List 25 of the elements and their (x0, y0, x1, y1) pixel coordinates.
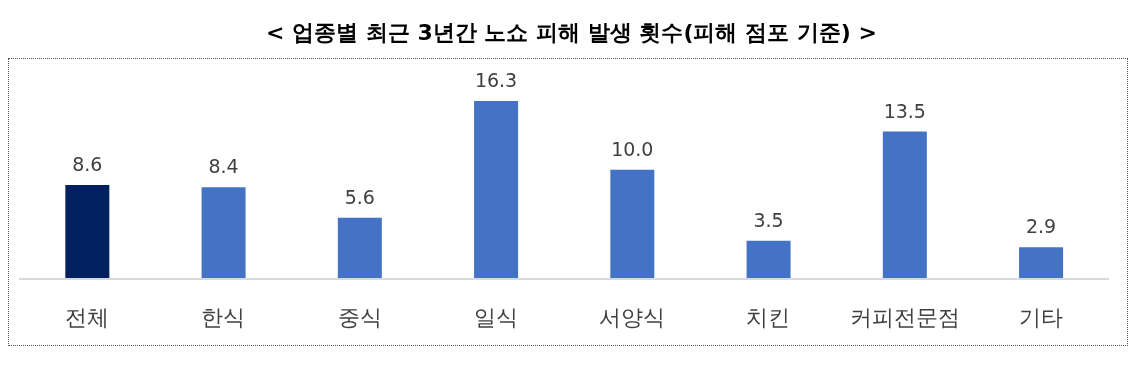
bar (65, 185, 110, 279)
x-tick-label: 전체 (65, 304, 110, 330)
x-tick-label: 일식 (473, 304, 518, 330)
x-tick-label: 치킨 (746, 304, 791, 330)
x-tick-label: 서양식 (599, 304, 666, 330)
bar (201, 187, 246, 279)
data-label: 2.9 (1025, 215, 1057, 238)
data-label: 16.3 (474, 69, 518, 91)
data-label: 13.5 (883, 99, 926, 122)
bar (746, 240, 791, 279)
bar (337, 217, 382, 279)
bar (610, 169, 655, 279)
data-label: 3.5 (753, 208, 784, 231)
data-label: 8.4 (208, 155, 239, 178)
chart-title: < 업종별 최근 3년간 노쇼 피해 발생 횟수(피해 점포 기준) > (265, 19, 878, 47)
bar (474, 101, 519, 279)
data-label: 5.6 (344, 185, 375, 208)
data-label: 10.0 (611, 137, 654, 160)
x-tick-label: 커피전문점 (849, 304, 960, 330)
data-label: 8.6 (72, 153, 103, 176)
x-tick-label: 중식 (337, 304, 382, 330)
x-tick-label: 한식 (201, 304, 246, 330)
x-tick-label: 기타 (1018, 304, 1063, 330)
bar (882, 131, 927, 279)
bar (1019, 247, 1064, 279)
